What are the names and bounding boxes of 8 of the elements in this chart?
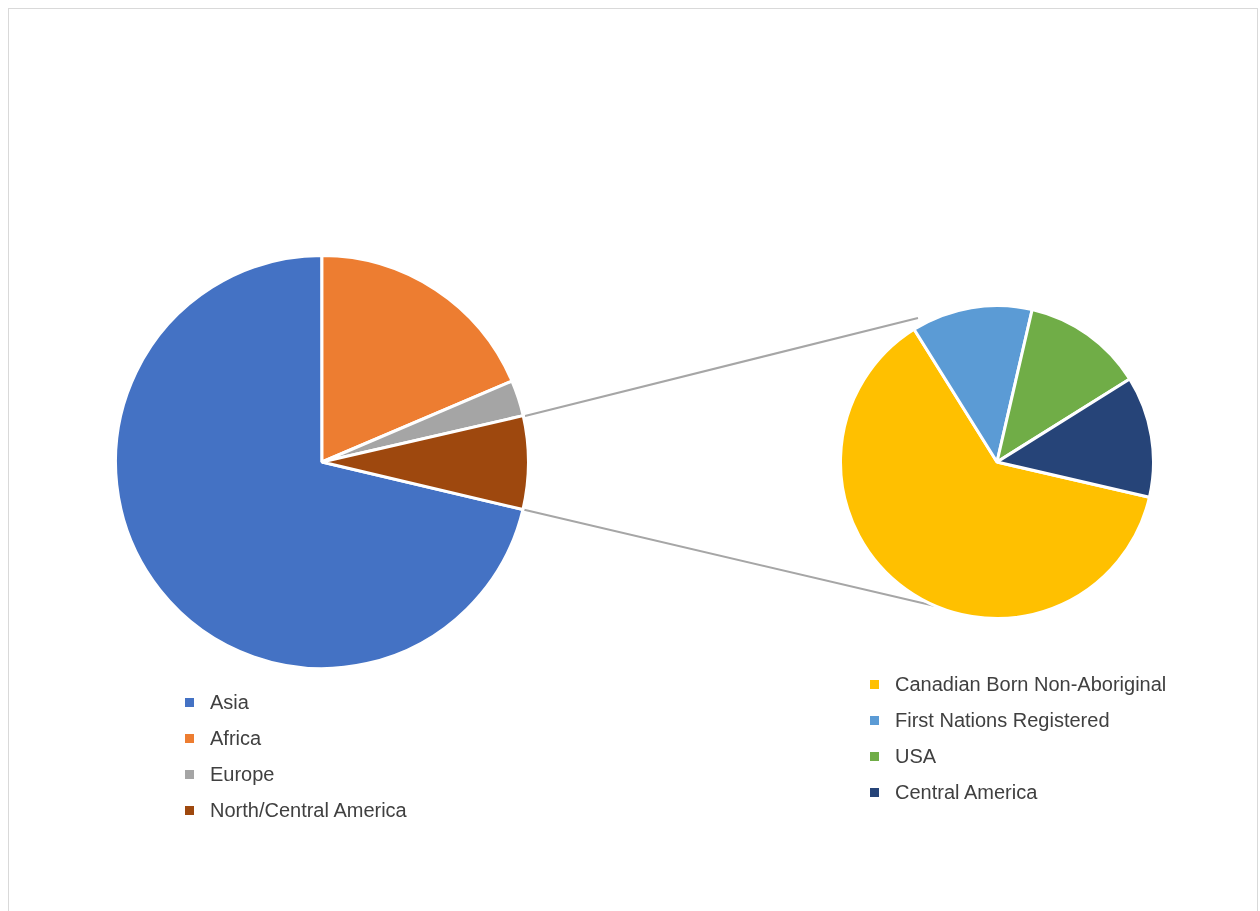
- legend-label: Asia: [210, 690, 249, 714]
- legend-label: Canadian Born Non-Aboriginal: [895, 672, 1167, 696]
- legend-label: USA: [895, 744, 937, 768]
- legend-label: Africa: [210, 726, 262, 750]
- legend-label: Central America: [895, 780, 1038, 804]
- legend-label: Europe: [210, 762, 275, 786]
- legend-label: First Nations Registered: [895, 708, 1110, 732]
- legend-label: North/Central America: [210, 798, 407, 822]
